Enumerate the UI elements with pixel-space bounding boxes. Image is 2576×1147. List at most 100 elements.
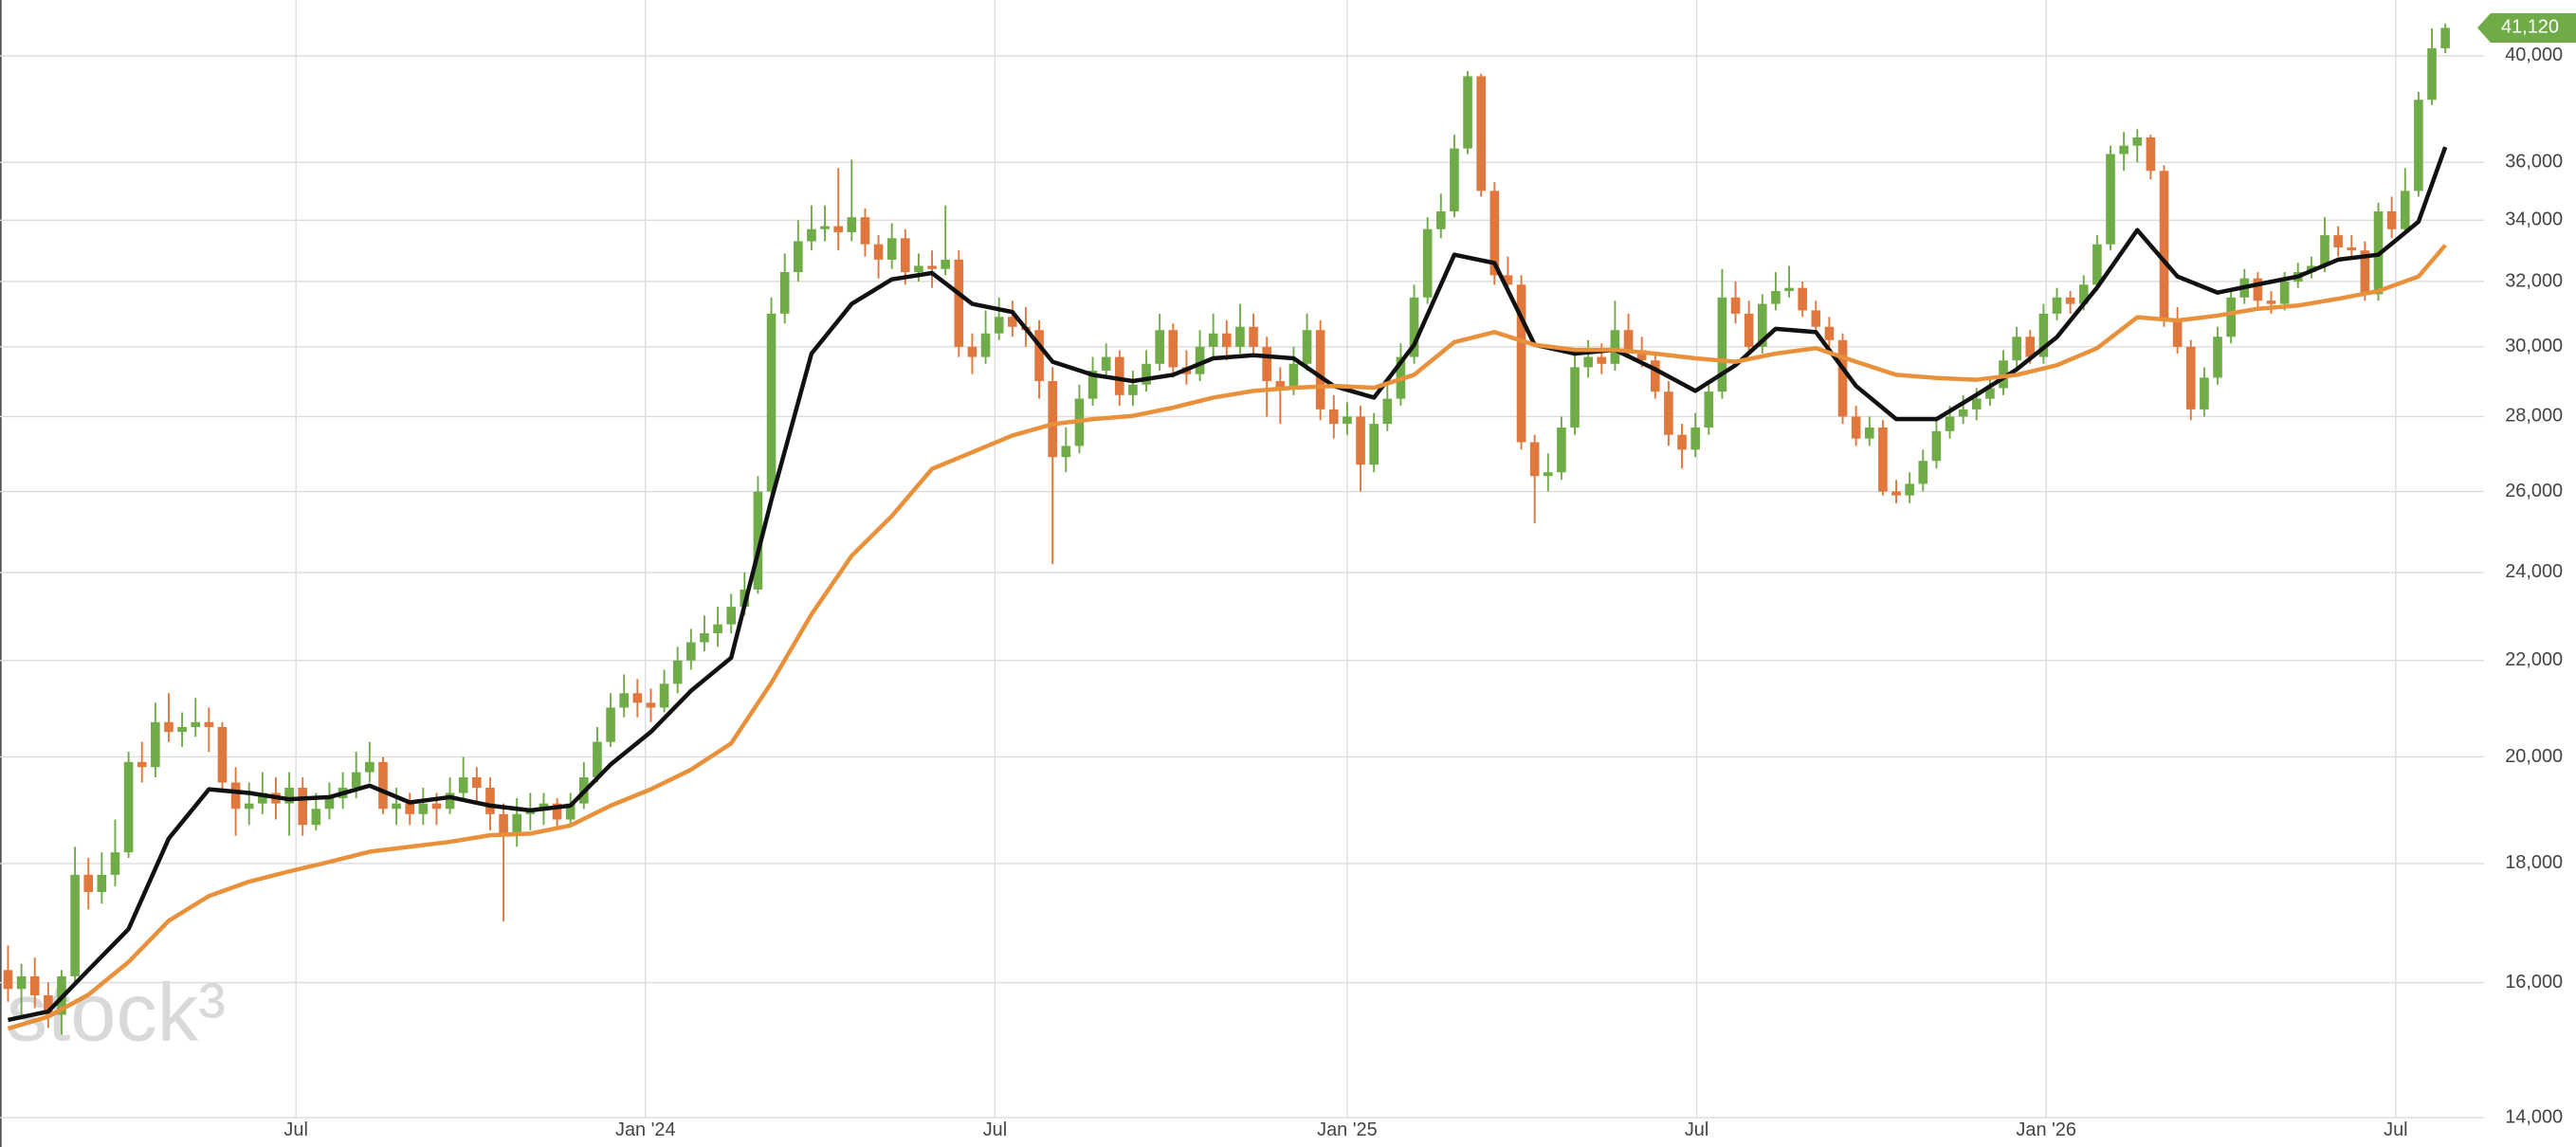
x-tick-label: Jul [2384,1120,2407,1140]
candle-body [1155,330,1164,364]
candle-body [1315,330,1325,410]
candle-body [794,241,803,273]
candle-body [1851,416,1861,439]
candle-body [1235,326,1245,347]
moving-average-line [7,244,2447,1031]
candle-body [110,852,120,875]
candle-body [927,265,937,269]
candle-body [847,217,857,232]
candle-body [1249,326,1258,347]
candle-body [164,721,174,733]
y-tick-label: 36,000 [2505,152,2563,173]
candle-body [485,787,495,814]
candle-body [1771,291,1781,304]
candle-body [1409,297,1419,357]
candle-body [1757,303,1767,347]
candle-body [2092,244,2102,285]
candle-body [1275,381,1286,389]
candle-body [606,707,615,742]
candle-body [1636,350,1647,361]
candle-body [1222,333,1232,347]
x-tick-label: Jul [283,1120,307,1140]
candle-body [632,693,643,703]
candle-body [392,803,401,810]
candle-body [1369,424,1379,465]
candle-body [2012,337,2021,361]
candle-body [980,333,991,357]
candle-body [779,272,790,314]
candle-body [686,642,696,661]
candle-body [16,975,27,990]
candle-body [1195,346,1205,374]
candle-body [659,683,669,708]
candle-body [1623,330,1634,351]
candle-body [1891,491,1901,496]
candle-body [766,313,776,492]
candle-body [97,874,107,892]
candle-body [2440,27,2450,48]
y-tick-label: 16,000 [2505,972,2563,992]
y-tick-label: 24,000 [2505,561,2563,582]
candle-body [619,693,630,708]
candle-body [177,726,187,733]
candle-body [324,798,335,810]
candle-body [726,607,737,625]
candle-body [298,787,308,826]
candle-body [2146,137,2156,172]
candle-body [1142,363,1151,385]
candle-body [713,624,722,634]
candle-body [1008,317,1017,327]
candle-body [2106,154,2115,245]
candle-body [1664,391,1673,435]
y-tick-label: 34,000 [2505,209,2563,230]
candle-body [2213,337,2222,378]
x-tick-label: Jan '25 [1317,1120,1378,1140]
candle-body [1570,367,1580,428]
candle-body [2360,250,2370,295]
candle-body [284,787,294,804]
candle-body [151,721,160,768]
candle-body [3,970,13,990]
candle-body [431,803,442,810]
candle-body [1704,391,1714,428]
y-tick-label: 20,000 [2505,746,2563,767]
candle-body [1717,297,1727,392]
candle-body [1837,339,1848,417]
candle-body [1503,275,1513,285]
candle-body [914,265,923,273]
candle-body [2279,281,2290,304]
candle-body [873,244,884,260]
candle-body [1798,287,1807,311]
candle-body [244,803,254,810]
y-tick-label: 18,000 [2505,852,2563,873]
candle-body [1690,427,1700,450]
y-tick-label: 30,000 [2505,336,2563,356]
candle-body [365,761,375,773]
candle-body [2119,145,2128,155]
candle-body [1811,310,1821,327]
candle-body [1328,409,1339,425]
candle-body [311,809,321,826]
candle-body [1945,416,1955,431]
y-tick-label: 28,000 [2505,406,2563,427]
candle-body [1784,287,1794,292]
candle-body [2400,191,2410,229]
last-price-marker [2477,12,2576,44]
candle-body [1450,148,1459,211]
moving-average-line [8,146,2448,1023]
candle-body [1101,356,1111,372]
candle-body [1168,330,1178,368]
candle-body [2025,337,2036,357]
candle-body [230,782,241,810]
candle-body [191,721,201,727]
candle-body [833,226,843,232]
candle-body [1516,284,1526,443]
candle-body [29,975,40,996]
candle-body [1061,446,1071,458]
candle-body [2185,346,2196,410]
candle-body [1302,330,1312,364]
candle-body [83,874,94,892]
candle-body [2226,297,2236,337]
candle-body [1034,330,1044,382]
